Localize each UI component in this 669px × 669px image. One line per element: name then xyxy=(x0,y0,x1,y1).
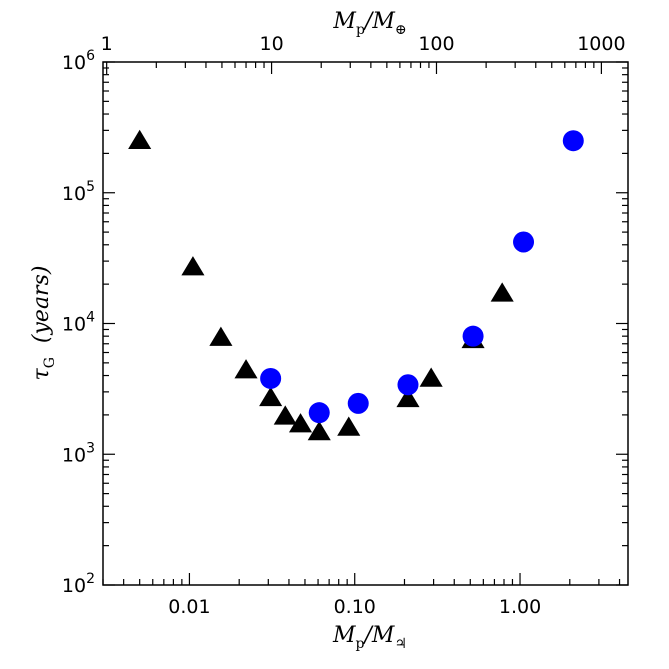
circle-marker xyxy=(347,392,369,414)
circle-marker xyxy=(562,130,584,152)
y-tick-label: 106 xyxy=(62,48,95,74)
triangle-marker xyxy=(419,367,443,387)
circle-marker xyxy=(260,367,282,389)
y-tick-label: 104 xyxy=(62,310,95,336)
axis-ticks xyxy=(102,61,628,586)
triangle-marker xyxy=(337,416,361,436)
y-axis-title: τG (years) xyxy=(29,266,58,381)
triangle-marker xyxy=(307,420,331,441)
triangle-marker xyxy=(396,387,420,408)
y-tick-label: 103 xyxy=(62,440,95,466)
x-tick-label-bottom: 1.00 xyxy=(499,596,541,618)
triangle-marker xyxy=(259,386,283,407)
triangle-marker xyxy=(288,413,313,433)
x-tick-label-top: 1 xyxy=(101,33,113,55)
x-tick-label-top: 1000 xyxy=(577,33,625,55)
x-axis-title-bottom: Mp/M♃ xyxy=(332,623,407,652)
triangle-marker xyxy=(273,405,297,425)
triangle-marker xyxy=(234,359,258,379)
circle-marker xyxy=(308,402,330,424)
x-tick-label-bottom: 0.01 xyxy=(168,596,210,618)
circle-marker xyxy=(513,231,535,253)
triangle-marker xyxy=(209,326,233,346)
circle-marker xyxy=(397,374,419,396)
y-tick-label: 105 xyxy=(62,179,95,205)
plot-frame xyxy=(102,61,629,586)
circle-marker xyxy=(462,325,484,347)
x-tick-label-top: 10 xyxy=(259,33,283,55)
x-tick-label-bottom: 0.10 xyxy=(334,596,376,618)
data-markers xyxy=(128,129,584,441)
triangle-marker xyxy=(181,256,205,276)
x-axis-title-top: Mp/M⊕ xyxy=(332,9,406,38)
triangle-marker xyxy=(128,129,152,149)
x-tick-label-top: 100 xyxy=(418,33,454,55)
y-tick-label: 102 xyxy=(62,571,95,597)
triangle-marker xyxy=(490,282,514,302)
tick-labels: 0.01 0.10 1.00 1 10 100 1000 102 103 104 105 106 xyxy=(62,33,626,618)
